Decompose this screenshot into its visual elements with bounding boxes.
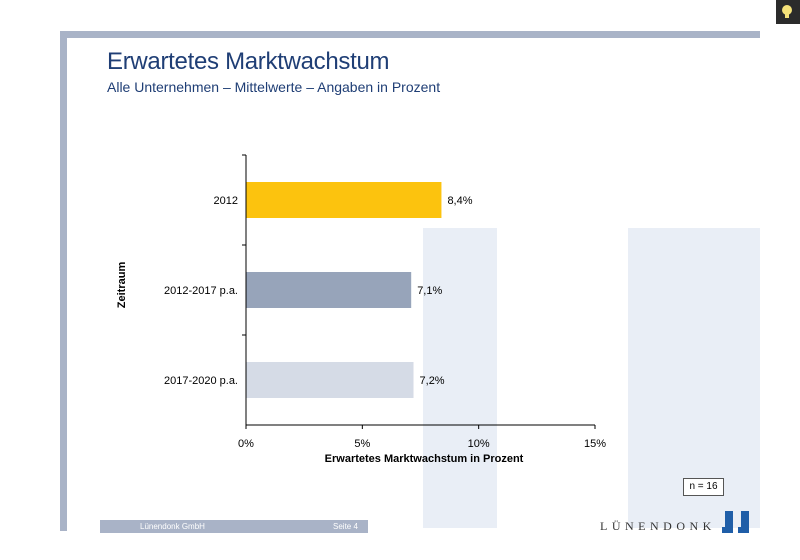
logo-mark-icon <box>722 511 749 533</box>
bar-1 <box>246 272 412 308</box>
x-axis-title: Erwartetes Marktwachstum in Prozent <box>325 453 524 465</box>
page-subtitle: Alle Unternehmen – Mittelwerte – Angaben… <box>107 79 441 95</box>
bar-0 <box>246 182 442 218</box>
x-tick-label: 5% <box>354 438 370 450</box>
category-label: 2017-2020 p.a. <box>164 375 238 387</box>
value-label: 7,1% <box>417 285 442 297</box>
footer-bar <box>100 520 368 533</box>
slide-frame-left <box>60 31 67 531</box>
footer-page-number: Seite 4 <box>333 522 358 531</box>
bar-2 <box>246 362 414 398</box>
page-title: Erwartetes Marktwachstum <box>107 48 390 75</box>
logo-wordmark: LÜNENDONK <box>600 519 716 533</box>
value-label: 7,2% <box>420 375 445 387</box>
category-label: 2012-2017 p.a. <box>164 285 238 297</box>
sample-size-note: n = 16 <box>683 478 724 496</box>
lightbulb-icon[interactable] <box>776 0 800 24</box>
x-tick-label: 10% <box>468 438 490 450</box>
slide-frame-top <box>60 31 760 38</box>
x-tick-label: 0% <box>238 438 254 450</box>
x-tick-label: 15% <box>584 438 606 450</box>
category-label: 2012 <box>214 195 238 207</box>
background-watermark-left <box>423 228 497 528</box>
footer-company: Lünendonk GmbH <box>140 522 205 531</box>
y-axis-title: Zeitraum <box>116 262 128 309</box>
value-label: 8,4% <box>447 195 472 207</box>
